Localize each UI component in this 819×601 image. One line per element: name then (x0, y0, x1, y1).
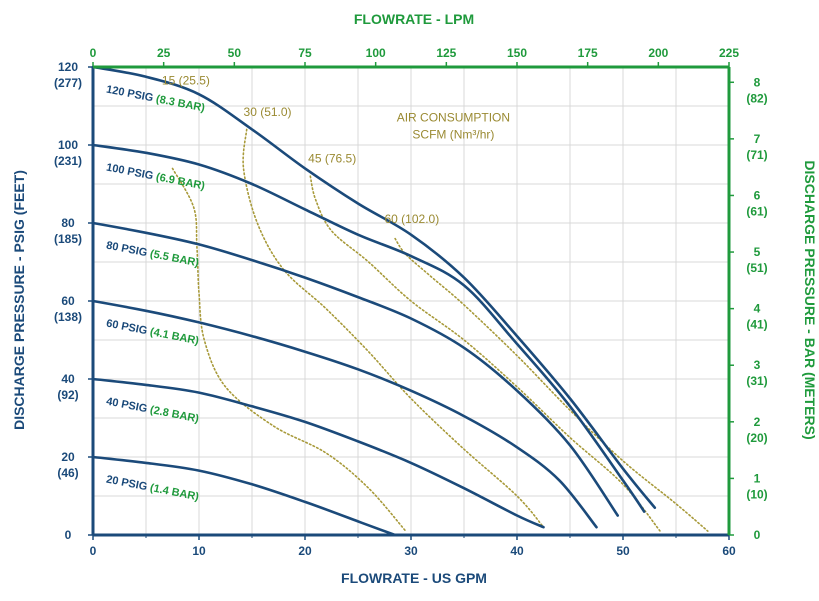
y-left-tick-label: 60 (61, 294, 75, 308)
x-top-tick-label: 75 (298, 46, 312, 60)
tick-labels: 0 10 20 30 40 50 600 25 50 75 100 125 150 175 200 22502… (54, 46, 768, 558)
pressure-curve-label-bar: (5.5 BAR) (149, 248, 200, 269)
y-left-tick-label: 0 (65, 528, 72, 542)
air-consumption-line-label: 60 (102.0) (385, 212, 440, 226)
x-top-tick-label: 175 (578, 46, 598, 60)
pressure-curve (91, 377, 545, 529)
x-top-tick-label: 200 (648, 46, 668, 60)
x-top-tick-label: 150 (507, 46, 527, 60)
y-right-tick-sublabel: (20) (746, 431, 767, 445)
x-top-tick-label: 100 (366, 46, 386, 60)
air-consumption-line (309, 175, 661, 532)
pressure-curve-label-psig: 120 PSIG (105, 84, 157, 105)
pressure-curve-label-psig: 20 PSIG (105, 474, 151, 494)
pressure-curve (91, 143, 646, 513)
y-left-tick-sublabel: (277) (54, 76, 82, 90)
pressure-curve-label: 60 PSIG (4.1 BAR) (105, 318, 200, 348)
air-consumption-line (242, 128, 545, 528)
y-left-tick-sublabel: (231) (54, 154, 82, 168)
air-consumption-line-label: 45 (76.5) (308, 152, 356, 166)
x-bottom-tick-label: 0 (90, 544, 97, 558)
x-top-tick-label: 25 (157, 46, 171, 60)
pressure-curve (91, 65, 657, 509)
air-consumption-line-label: 30 (51.0) (244, 105, 292, 119)
x-top-tick-label: 125 (436, 46, 456, 60)
pressure-curve-label-bar: (4.1 BAR) (149, 326, 200, 347)
y-right-tick-label: 8 (754, 75, 761, 89)
x-top-tick-label: 225 (719, 46, 739, 60)
pressure-curve-label: 40 PSIG (2.8 BAR) (105, 396, 200, 426)
x-bottom-tick-label: 40 (510, 544, 524, 558)
pressure-curve-label: 120 PSIG (8.3 BAR) (105, 84, 206, 115)
y-right-tick-label: 7 (754, 132, 761, 146)
pressure-curve-label-bar: (2.8 BAR) (149, 404, 200, 425)
y-right-tick-sublabel: (61) (746, 204, 767, 218)
pressure-curve-label-psig: 40 PSIG (105, 396, 151, 416)
y-left-tick-label: 80 (61, 216, 75, 230)
air-consumption-title-line1: AIR CONSUMPTION (397, 111, 510, 125)
pressure-curves (91, 65, 657, 537)
y-left-tick-sublabel: (92) (57, 388, 78, 402)
x-top-tick-label: 0 (90, 46, 97, 60)
y-left-axis-title: DISCHARGE PRESSURE - PSIG (FEET) (11, 170, 27, 430)
pressure-curve-label: 80 PSIG (5.5 BAR) (105, 240, 200, 270)
x-top-tick-label: 50 (228, 46, 242, 60)
air-consumption-line (171, 167, 407, 532)
pressure-curve (91, 221, 619, 517)
pressure-curve (91, 455, 397, 537)
air-consumption-line-label: 15 (25.5) (162, 74, 210, 88)
series-labels: 15 (25.5) 30 (51.0) 45 (76.5) 60 (102.0) 20 … (105, 74, 439, 504)
y-right-tick-sublabel: (51) (746, 261, 767, 275)
air-consumption-title-line2: SCFM (Nm³/hr) (412, 128, 494, 142)
y-left-tick-sublabel: (46) (57, 466, 78, 480)
y-right-tick-label: 5 (754, 245, 761, 259)
pressure-curve-label: 100 PSIG (6.9 BAR) (105, 162, 206, 193)
y-right-tick-sublabel: (82) (746, 91, 767, 105)
x-bottom-tick-label: 60 (722, 544, 736, 558)
y-right-tick-sublabel: (41) (746, 318, 767, 332)
x-bottom-axis-title: FLOWRATE - US GPM (341, 570, 487, 586)
y-left-tick-label: 120 (58, 60, 78, 74)
x-bottom-tick-label: 20 (298, 544, 312, 558)
x-bottom-tick-label: 30 (404, 544, 418, 558)
y-right-tick-label: 0 (754, 528, 761, 542)
air-consumption-lines (171, 128, 709, 532)
y-right-tick-label: 6 (754, 188, 761, 202)
x-bottom-tick-label: 10 (192, 544, 206, 558)
y-right-tick-label: 4 (754, 302, 761, 316)
y-left-tick-label: 100 (58, 138, 78, 152)
y-right-axis-title: DISCHARGE PRESSURE - BAR (METERS) (802, 160, 818, 439)
pressure-curve (91, 299, 598, 529)
x-bottom-tick-label: 50 (616, 544, 630, 558)
y-right-tick-sublabel: (10) (746, 487, 767, 501)
pressure-curve-label: 20 PSIG (1.4 BAR) (105, 474, 200, 504)
y-left-tick-label: 40 (61, 372, 75, 386)
x-top-axis-title: FLOWRATE - LPM (354, 11, 474, 27)
y-left-tick-sublabel: (138) (54, 310, 82, 324)
pressure-curve-label-psig: 100 PSIG (105, 162, 157, 183)
y-right-tick-label: 1 (754, 471, 761, 485)
y-right-tick-label: 3 (754, 358, 761, 372)
pressure-curve-label-bar: (1.4 BAR) (149, 482, 200, 503)
pressure-curve-label-psig: 60 PSIG (105, 318, 151, 338)
y-left-tick-sublabel: (185) (54, 232, 82, 246)
y-right-tick-label: 2 (754, 415, 761, 429)
y-right-tick-sublabel: (31) (746, 374, 767, 388)
y-left-tick-label: 20 (61, 450, 75, 464)
air-consumption-line (394, 237, 709, 532)
y-right-tick-sublabel: (71) (746, 148, 767, 162)
pressure-curve-label-psig: 80 PSIG (105, 240, 151, 260)
